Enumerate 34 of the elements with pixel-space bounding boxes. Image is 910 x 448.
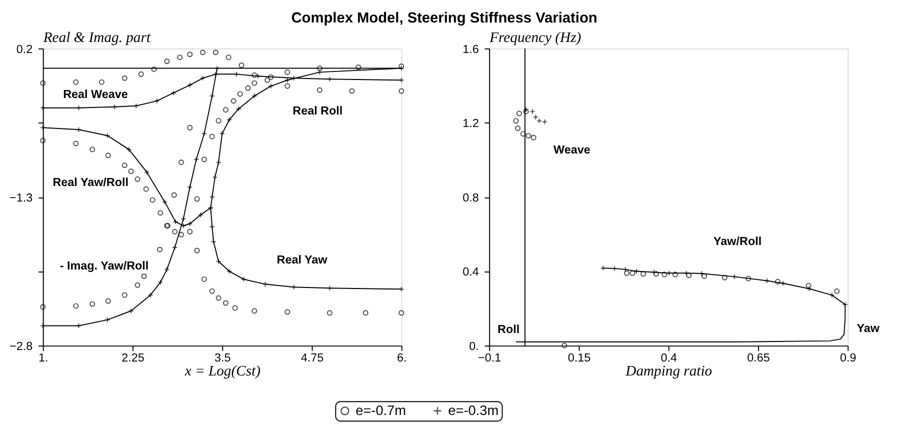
x-tick-label: −0.1 bbox=[478, 352, 502, 365]
text: Yaw bbox=[856, 322, 880, 335]
annotation: Real Yaw bbox=[276, 254, 328, 267]
y-tick-label: 0.4 bbox=[462, 266, 480, 279]
text: Complex Model, Steering Stiffness Variation bbox=[291, 10, 598, 27]
x-tick-label: 4.75 bbox=[300, 352, 324, 365]
legend-label: e=-0.7m bbox=[356, 402, 406, 418]
x-tick-label: 3.5 bbox=[214, 352, 232, 365]
y-axis-title: Frequency (Hz) bbox=[488, 30, 582, 46]
y-tick-label: 0.2 bbox=[16, 42, 33, 56]
x-axis-title: x = Log(Cst) bbox=[184, 363, 261, 380]
y-tick-label: −1.3 bbox=[10, 191, 33, 204]
y-tick-label: 1.2 bbox=[462, 117, 479, 130]
x-tick-label: 0.9 bbox=[840, 352, 856, 365]
annotation: Real Roll bbox=[292, 104, 343, 118]
y-tick-label: 0. bbox=[469, 340, 479, 353]
annotation: Real Weave bbox=[63, 88, 128, 102]
annotation: Yaw/Roll bbox=[714, 235, 762, 248]
y-axis-title: Real & Imag. part bbox=[42, 30, 152, 46]
x-tick-label: 0.4 bbox=[660, 352, 678, 365]
y-tick-label: 0.8 bbox=[462, 191, 479, 204]
x-tick-label: 1. bbox=[38, 352, 48, 365]
x-tick-label: 6. bbox=[397, 352, 407, 365]
x-tick-label: 0.65 bbox=[747, 352, 770, 365]
annotation: Weave bbox=[554, 144, 591, 157]
x-tick-label: 0.15 bbox=[568, 352, 592, 365]
legend-label: e=-0.3m bbox=[448, 402, 499, 418]
x-tick-label: 2.25 bbox=[122, 352, 145, 365]
y-tick-label: −2.8 bbox=[10, 340, 33, 353]
annotation: Real Yaw/Roll bbox=[52, 176, 129, 189]
annotation: - Imag. Yaw/Roll bbox=[60, 260, 149, 273]
y-tick-label: 1.6 bbox=[462, 42, 479, 56]
annotation: Roll bbox=[498, 322, 520, 336]
x-axis-title: Damping ratio bbox=[624, 363, 712, 380]
